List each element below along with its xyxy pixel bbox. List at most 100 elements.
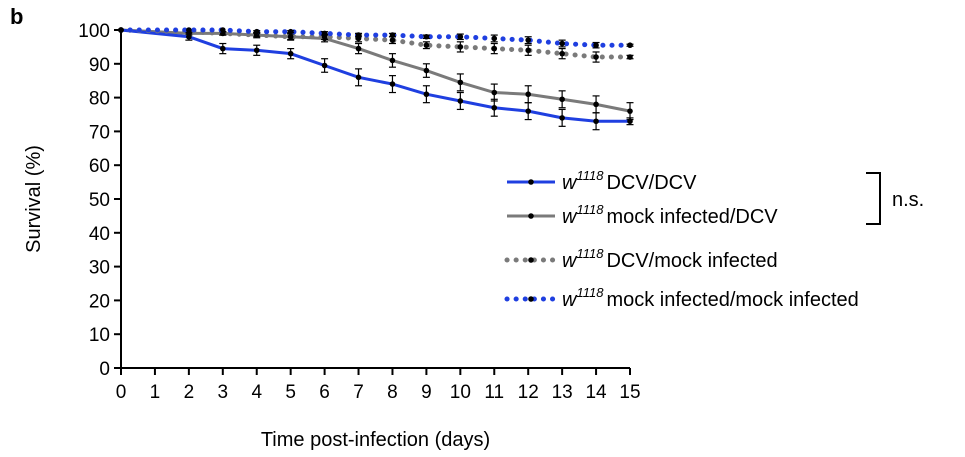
data-point — [593, 101, 599, 108]
legend-genotype-superscript: 1118 — [576, 202, 604, 217]
legend-marker — [528, 257, 534, 263]
panel-label: b — [10, 4, 23, 29]
legend-marker — [528, 213, 534, 219]
data-point — [491, 104, 498, 111]
data-point — [627, 108, 633, 114]
series-line — [120, 28, 630, 123]
legend-item-3: w1118 mock infected/mock infected — [504, 285, 859, 311]
data-point — [355, 74, 362, 81]
x-tick-label: 15 — [619, 382, 640, 403]
legend-series-name: mock infected/DCV — [606, 206, 778, 228]
x-tick-label: 0 — [116, 382, 127, 403]
legend-genotype: w — [562, 206, 578, 228]
x-tick-label: 6 — [319, 382, 330, 403]
data-point — [389, 32, 396, 38]
data-point — [389, 81, 396, 87]
data-point — [525, 37, 531, 43]
data-point — [423, 91, 430, 98]
legend-label: w1118 mock infected/mock infected — [562, 285, 859, 311]
data-point — [559, 96, 565, 103]
y-tick-label: 50 — [89, 190, 110, 211]
y-tick-label: 40 — [89, 224, 110, 245]
legend-label: w1118 DCV/mock infected — [562, 246, 778, 272]
legend-genotype-superscript: 1118 — [576, 285, 604, 300]
x-tick-label: 4 — [251, 382, 262, 403]
legend-item-1: w1118 mock infected/DCV — [507, 202, 778, 228]
data-point — [287, 33, 294, 40]
data-point — [525, 91, 531, 98]
series-0 — [118, 27, 634, 131]
y-tick-label: 60 — [89, 156, 110, 177]
data-point — [627, 54, 633, 60]
legend-item-2: w1118 DCV/mock infected — [504, 246, 778, 272]
data-point — [186, 27, 192, 33]
data-point — [253, 28, 260, 35]
y-tick-label: 30 — [89, 258, 110, 279]
legend-marker — [528, 179, 534, 185]
data-point — [593, 118, 599, 125]
series-line — [120, 28, 631, 113]
data-point — [355, 45, 362, 52]
data-point — [220, 27, 226, 33]
legend-label: w1118 mock infected/DCV — [562, 202, 778, 228]
data-point — [593, 54, 599, 60]
y-tick-label: 20 — [89, 291, 110, 312]
series-3 — [118, 27, 634, 49]
data-point — [287, 50, 294, 57]
data-point — [220, 45, 226, 52]
legend-genotype-superscript: 1118 — [576, 246, 604, 261]
x-tick-label: 10 — [450, 382, 471, 403]
data-point — [457, 98, 464, 104]
data-point — [423, 33, 430, 40]
x-tick-label: 13 — [552, 382, 573, 403]
data-point — [525, 47, 531, 54]
data-point — [321, 30, 328, 37]
legend-genotype: w — [562, 250, 578, 272]
x-tick-label: 11 — [484, 382, 504, 403]
x-tick-label: 3 — [218, 382, 229, 403]
y-axis-title: Survival (%) — [23, 145, 45, 253]
data-point — [423, 42, 430, 49]
legend-series-name: DCV/DCV — [606, 172, 697, 194]
significance-label: n.s. — [892, 189, 924, 211]
data-point — [593, 42, 599, 49]
legend-item-0: w1118 DCV/DCV — [507, 168, 697, 194]
x-tick-label: 9 — [421, 382, 432, 403]
data-point — [423, 67, 430, 74]
data-point — [627, 42, 633, 49]
data-point — [389, 37, 396, 43]
legend-series-name: DCV/mock infected — [606, 250, 777, 272]
data-point — [457, 33, 464, 40]
data-point — [525, 108, 531, 114]
x-tick-label: 7 — [353, 382, 364, 403]
legend-marker — [528, 296, 534, 302]
x-tick-label: 12 — [518, 382, 539, 403]
x-tick-label: 8 — [387, 382, 398, 403]
y-tick-label: 90 — [89, 55, 110, 76]
y-tick-label: 70 — [89, 122, 110, 143]
data-point — [491, 89, 498, 96]
data-point — [186, 33, 192, 40]
x-axis-title: Time post-infection (days) — [261, 429, 490, 451]
data-point — [457, 44, 464, 50]
data-point — [389, 57, 396, 64]
data-point — [355, 32, 362, 38]
data-point — [118, 27, 124, 33]
legend-series-name: mock infected/mock infected — [606, 289, 858, 311]
data-point — [559, 115, 565, 121]
data-point — [491, 45, 498, 52]
x-tick-label: 1 — [150, 382, 161, 403]
data-point — [559, 40, 565, 47]
data-point — [253, 47, 260, 54]
data-point — [321, 62, 328, 69]
data-point — [559, 50, 565, 57]
significance-bracket — [866, 172, 881, 225]
legend-genotype: w — [562, 172, 578, 194]
series-layer — [118, 27, 634, 131]
legend-label: w1118 DCV/DCV — [562, 168, 697, 194]
data-point — [627, 118, 633, 125]
x-tick-label: 14 — [585, 382, 607, 403]
